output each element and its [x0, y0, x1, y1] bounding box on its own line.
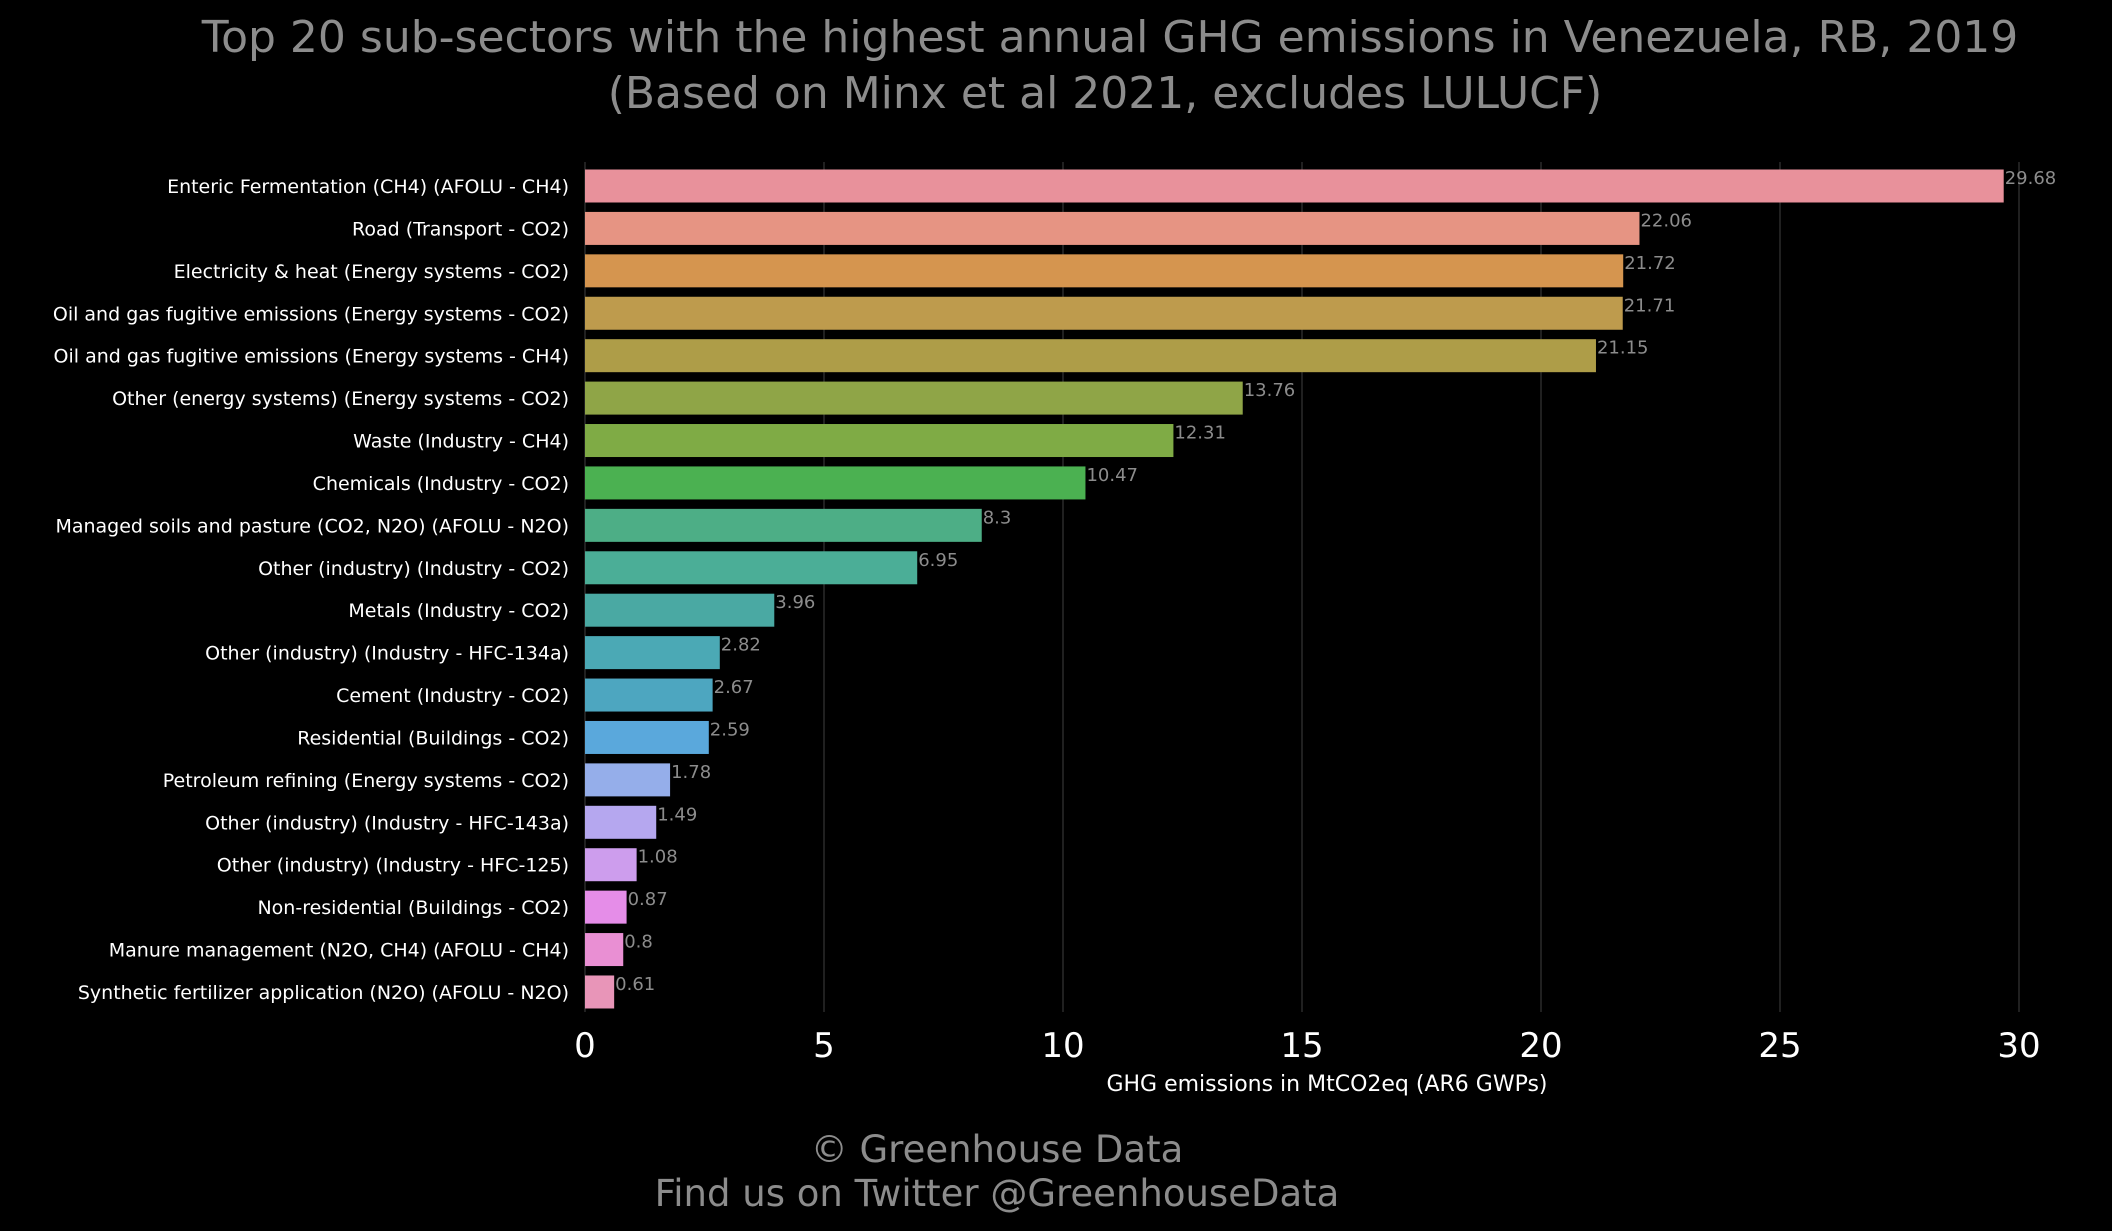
- x-tick-label-2: 10: [1041, 1026, 1084, 1066]
- bar-18: [585, 933, 624, 967]
- value-label-3: 21.71: [1624, 295, 1676, 316]
- value-label-7: 10.47: [1086, 465, 1138, 486]
- bar-2: [585, 254, 1624, 288]
- x-tick-label-1: 5: [813, 1026, 835, 1066]
- value-label-12: 2.67: [714, 677, 754, 698]
- x-tick-label-3: 15: [1280, 1026, 1323, 1066]
- bars: [585, 169, 2004, 1009]
- x-tick-label-5: 25: [1758, 1026, 1801, 1066]
- bar-11: [585, 636, 720, 670]
- category-label-14: Petroleum refining (Energy systems - CO2…: [163, 770, 569, 792]
- category-label-3: Oil and gas fugitive emissions (Energy s…: [53, 303, 569, 325]
- bar-8: [585, 508, 982, 542]
- bar-19: [585, 975, 615, 1009]
- category-labels: Enteric Fermentation (CH4) (AFOLU - CH4)…: [53, 176, 569, 1004]
- bar-0: [585, 169, 2004, 203]
- bar-14: [585, 763, 671, 797]
- value-label-19: 0.61: [615, 974, 655, 995]
- category-label-9: Other (industry) (Industry - CO2): [258, 558, 569, 580]
- x-axis-label: GHG emissions in MtCO2eq (AR6 GWPs): [1106, 1072, 1547, 1097]
- chart-title: Top 20 sub-sectors with the highest annu…: [201, 12, 2019, 63]
- value-label-5: 13.76: [1244, 380, 1296, 401]
- chart-subtitle: (Based on Minx et al 2021, excludes LULU…: [608, 68, 1603, 119]
- gridlines: [584, 162, 2020, 1012]
- category-label-12: Cement (Industry - CO2): [336, 685, 569, 707]
- category-label-1: Road (Transport - CO2): [352, 218, 569, 240]
- x-tick-label-6: 30: [1997, 1026, 2040, 1066]
- value-label-15: 1.49: [657, 804, 697, 825]
- category-label-8: Managed soils and pasture (CO2, N2O) (AF…: [55, 515, 569, 537]
- category-label-4: Oil and gas fugitive emissions (Energy s…: [54, 346, 569, 368]
- bar-13: [585, 720, 709, 754]
- value-label-17: 0.87: [628, 889, 668, 910]
- value-label-10: 3.96: [775, 592, 815, 613]
- bar-3: [585, 296, 1623, 330]
- value-label-9: 6.95: [918, 550, 958, 571]
- bar-16: [585, 848, 637, 882]
- category-label-7: Chemicals (Industry - CO2): [313, 473, 569, 495]
- bar-17: [585, 890, 627, 924]
- bar-1: [585, 211, 1640, 245]
- category-label-11: Other (industry) (Industry - HFC-134a): [205, 643, 569, 665]
- category-label-13: Residential (Buildings - CO2): [297, 727, 569, 749]
- category-label-10: Metals (Industry - CO2): [348, 600, 569, 622]
- value-label-11: 2.82: [721, 635, 761, 656]
- value-label-4: 21.15: [1597, 338, 1649, 359]
- bar-12: [585, 678, 713, 712]
- category-label-19: Synthetic fertilizer application (N2O) (…: [78, 982, 569, 1004]
- value-labels: 29.68 22.06 21.72 21.71 21.15 13.76 12.31 10.47…: [615, 168, 2056, 995]
- category-label-15: Other (industry) (Industry - HFC-143a): [205, 812, 569, 834]
- category-label-6: Waste (Industry - CH4): [353, 431, 569, 453]
- category-label-0: Enteric Fermentation (CH4) (AFOLU - CH4): [167, 176, 569, 198]
- bar-15: [585, 805, 657, 839]
- category-label-5: Other (energy systems) (Energy systems -…: [112, 388, 569, 410]
- value-label-2: 21.72: [1624, 253, 1676, 274]
- value-label-13: 2.59: [710, 719, 750, 740]
- value-label-14: 1.78: [671, 762, 711, 783]
- x-tick-label-0: 0: [574, 1026, 596, 1066]
- category-label-2: Electricity & heat (Energy systems - CO2…: [174, 261, 569, 283]
- category-label-16: Other (industry) (Industry - HFC-125): [217, 855, 569, 877]
- bar-4: [585, 339, 1596, 373]
- bar-9: [585, 551, 918, 585]
- value-label-1: 22.06: [1640, 210, 1692, 231]
- value-label-0: 29.68: [2005, 168, 2057, 189]
- credit-line-2: Find us on Twitter @GreenhouseData: [655, 1172, 1340, 1215]
- value-label-16: 1.08: [638, 847, 678, 868]
- x-tick-label-4: 20: [1519, 1026, 1562, 1066]
- bar-6: [585, 424, 1174, 458]
- bar-10: [585, 593, 775, 627]
- value-label-6: 12.31: [1174, 423, 1226, 444]
- credit-line-1: © Greenhouse Data: [811, 1128, 1184, 1171]
- value-label-8: 8.3: [983, 507, 1012, 528]
- x-tick-labels: 0 5 10 15 20 25 30: [574, 1026, 2040, 1066]
- category-label-17: Non-residential (Buildings - CO2): [257, 897, 569, 919]
- bar-5: [585, 381, 1243, 415]
- value-label-18: 0.8: [624, 932, 653, 953]
- category-label-18: Manure management (N2O, CH4) (AFOLU - CH…: [109, 940, 569, 962]
- bar-7: [585, 466, 1086, 500]
